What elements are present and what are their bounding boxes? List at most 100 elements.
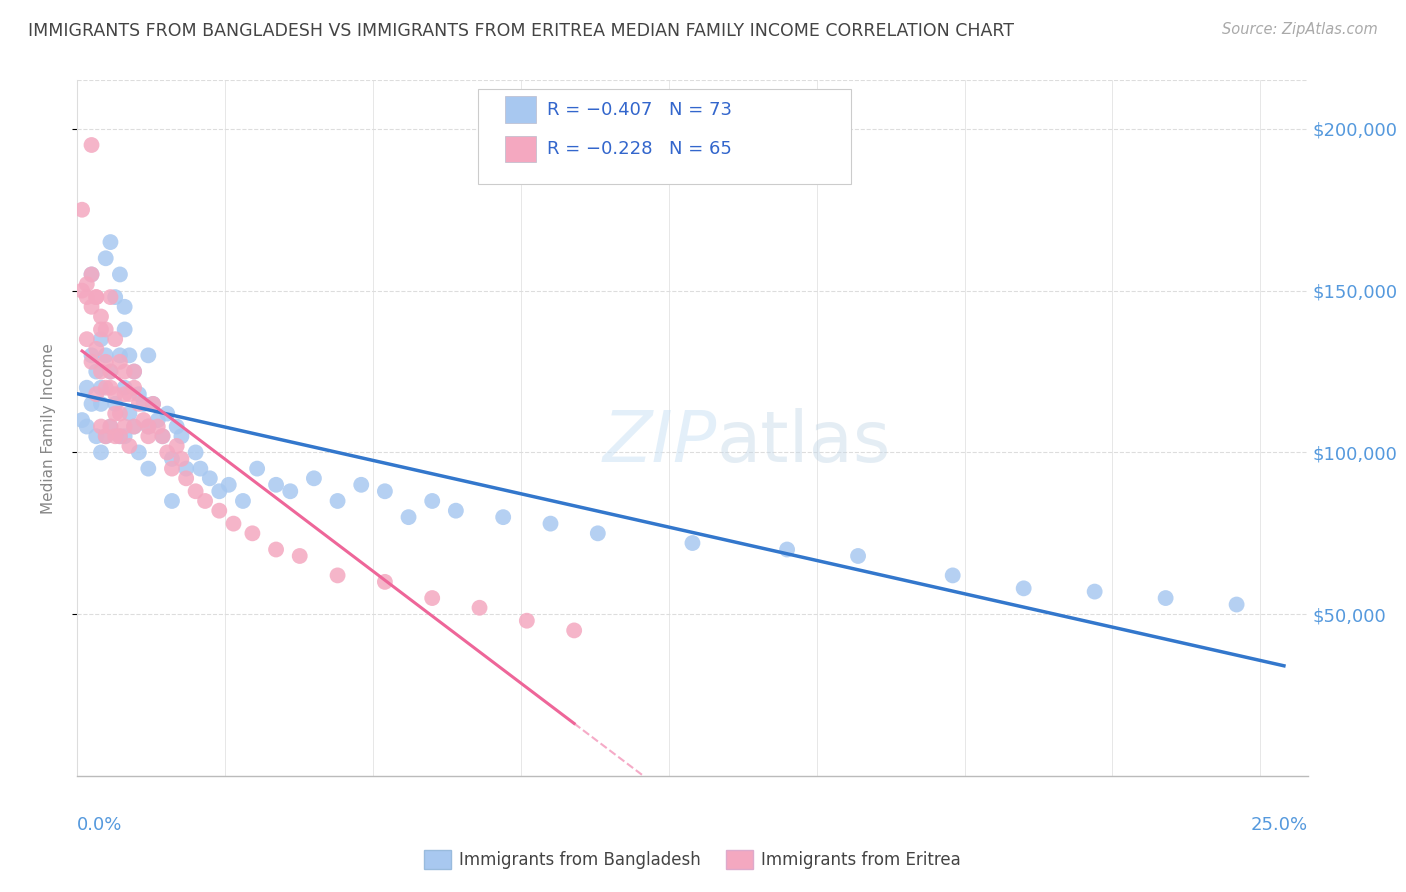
Point xyxy=(264,477,287,491)
Point xyxy=(208,484,231,499)
Point xyxy=(156,407,179,421)
Text: Source: ZipAtlas.com: Source: ZipAtlas.com xyxy=(1222,22,1378,37)
Point xyxy=(94,355,117,369)
Point xyxy=(104,407,127,421)
Text: 0.0%: 0.0% xyxy=(77,816,122,834)
Point xyxy=(104,429,127,443)
Point xyxy=(188,461,212,475)
Point xyxy=(108,429,131,443)
Point xyxy=(100,419,122,434)
Point xyxy=(94,348,117,362)
Point xyxy=(84,429,107,443)
Text: 25.0%: 25.0% xyxy=(1250,816,1308,834)
Point xyxy=(516,614,538,628)
Point xyxy=(152,429,174,443)
Point xyxy=(302,471,325,485)
Point xyxy=(232,494,254,508)
Point xyxy=(142,397,165,411)
Point xyxy=(80,397,103,411)
Point xyxy=(94,429,117,443)
Point xyxy=(682,536,704,550)
Point xyxy=(492,510,515,524)
Point xyxy=(94,322,117,336)
Point xyxy=(100,419,122,434)
Point xyxy=(156,445,179,459)
Point xyxy=(80,268,103,282)
Point xyxy=(198,471,221,485)
Point xyxy=(80,300,103,314)
Point xyxy=(80,268,103,282)
Point xyxy=(90,397,112,411)
Text: R = −0.228: R = −0.228 xyxy=(547,140,652,158)
Point xyxy=(80,348,103,362)
Point xyxy=(136,429,159,443)
Text: atlas: atlas xyxy=(717,408,891,476)
Point xyxy=(562,624,585,638)
Point xyxy=(420,494,443,508)
Point xyxy=(84,290,107,304)
Point xyxy=(776,542,799,557)
Point xyxy=(108,268,131,282)
Point xyxy=(136,419,159,434)
Point xyxy=(242,526,264,541)
Point xyxy=(174,471,197,485)
Point xyxy=(90,310,112,324)
Point xyxy=(468,600,491,615)
Point xyxy=(374,574,396,589)
Point xyxy=(326,494,349,508)
Point xyxy=(136,348,159,362)
Point xyxy=(100,381,122,395)
Point xyxy=(90,332,112,346)
Point xyxy=(90,322,112,336)
Point xyxy=(118,439,141,453)
Point xyxy=(444,504,467,518)
Point xyxy=(104,332,127,346)
Point xyxy=(170,429,193,443)
Point xyxy=(90,365,112,379)
Point xyxy=(1226,598,1249,612)
Point xyxy=(170,451,193,466)
Point xyxy=(76,332,98,346)
Point xyxy=(136,419,159,434)
Point xyxy=(114,381,136,395)
Point xyxy=(76,419,98,434)
Point xyxy=(166,439,188,453)
Point xyxy=(118,387,141,401)
Point xyxy=(84,342,107,356)
Point xyxy=(100,365,122,379)
Point xyxy=(80,355,103,369)
Point xyxy=(114,365,136,379)
Point xyxy=(100,365,122,379)
Point xyxy=(118,348,141,362)
Text: R = −0.407: R = −0.407 xyxy=(547,101,652,119)
Point xyxy=(1012,582,1035,596)
Point xyxy=(76,381,98,395)
Point xyxy=(108,348,131,362)
Point xyxy=(90,419,112,434)
Point xyxy=(114,387,136,401)
Point xyxy=(350,477,373,491)
Point xyxy=(1084,584,1107,599)
Point xyxy=(326,568,349,582)
Point xyxy=(208,504,231,518)
Point xyxy=(84,290,107,304)
Y-axis label: Median Family Income: Median Family Income xyxy=(42,343,56,514)
Point xyxy=(114,419,136,434)
Point xyxy=(146,413,169,427)
Point xyxy=(586,526,609,541)
Point xyxy=(104,387,127,401)
Point xyxy=(160,461,183,475)
Point xyxy=(132,397,155,411)
Point xyxy=(108,407,131,421)
Point xyxy=(122,365,145,379)
Point xyxy=(122,365,145,379)
Point xyxy=(128,397,150,411)
Point xyxy=(84,365,107,379)
Point xyxy=(142,397,165,411)
Text: N = 73: N = 73 xyxy=(669,101,733,119)
Point xyxy=(1154,591,1177,605)
Point xyxy=(160,451,183,466)
Point xyxy=(104,397,127,411)
Point xyxy=(128,445,150,459)
Point xyxy=(76,290,98,304)
